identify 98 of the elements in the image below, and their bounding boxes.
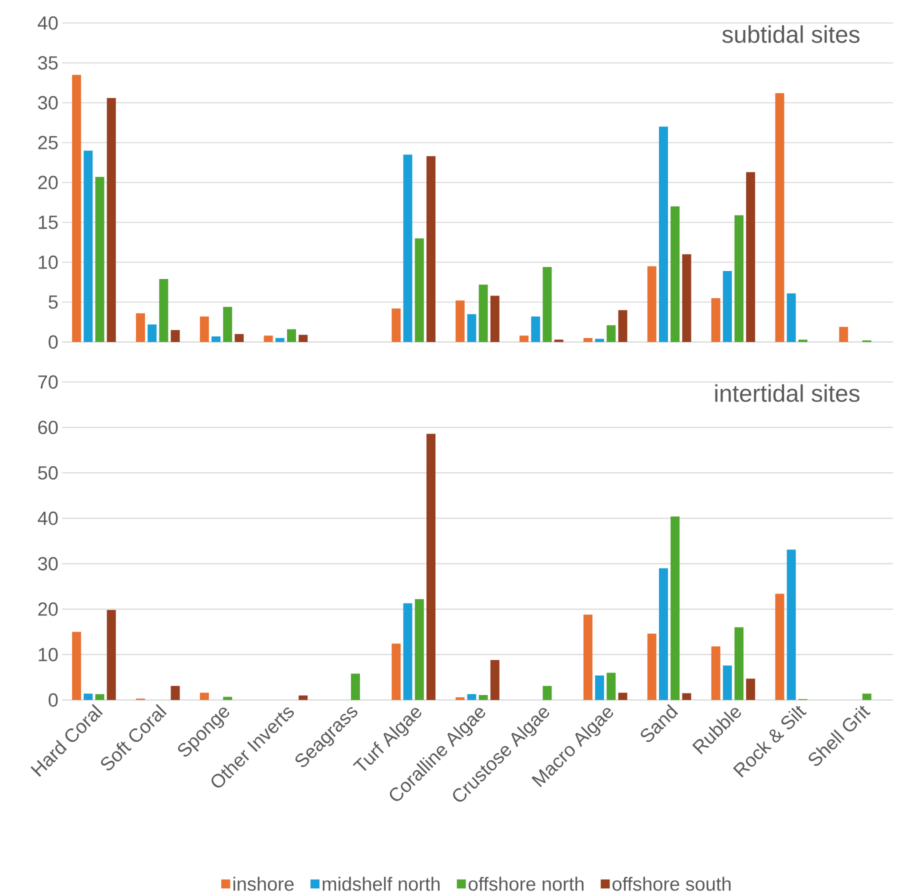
bar xyxy=(775,93,784,342)
bar xyxy=(467,314,476,342)
bar xyxy=(658,568,668,700)
bar xyxy=(746,172,756,342)
legend-label: inshore xyxy=(233,876,294,891)
bar xyxy=(350,674,360,700)
bar xyxy=(618,692,628,700)
y-tick-label: 5 xyxy=(48,295,58,309)
bar xyxy=(618,310,628,342)
bar xyxy=(403,154,412,342)
bar xyxy=(478,284,488,342)
bar xyxy=(414,599,424,700)
bar xyxy=(426,434,436,700)
bar xyxy=(583,338,592,342)
bar xyxy=(467,694,476,700)
bar xyxy=(392,644,401,700)
bar xyxy=(170,330,180,342)
y-tick-label: 40 xyxy=(38,512,58,526)
bar xyxy=(786,550,796,700)
bar xyxy=(711,646,720,700)
bar xyxy=(298,695,308,700)
bar xyxy=(734,627,744,700)
bar xyxy=(212,336,221,342)
y-tick-label: 10 xyxy=(38,648,58,662)
bar xyxy=(456,300,465,342)
chart-title: subtidal sites xyxy=(722,25,860,43)
bar xyxy=(84,150,93,342)
bar xyxy=(839,326,848,342)
bar xyxy=(136,313,145,342)
bar xyxy=(746,678,756,700)
chart-title: intertidal sites xyxy=(715,384,860,402)
bar xyxy=(159,278,168,342)
legend-label: offshore north xyxy=(468,876,584,891)
bar xyxy=(647,266,656,342)
bar xyxy=(298,334,308,342)
y-tick-label: 35 xyxy=(38,56,58,70)
bar xyxy=(490,296,500,342)
bar xyxy=(223,696,232,700)
y-tick-label: 30 xyxy=(38,96,58,110)
bar xyxy=(264,336,273,342)
bar xyxy=(722,665,732,700)
bar xyxy=(670,206,680,342)
bar xyxy=(403,603,412,700)
bar xyxy=(734,215,744,342)
bar xyxy=(223,306,232,342)
bar xyxy=(426,156,436,342)
y-tick-label: 10 xyxy=(38,256,58,269)
bar xyxy=(72,632,82,700)
bar xyxy=(490,660,500,700)
bar xyxy=(786,293,796,342)
bar xyxy=(392,308,401,342)
bar xyxy=(287,329,296,342)
legend-label: offshore south xyxy=(612,876,731,891)
bar xyxy=(670,516,680,700)
y-tick-label: 0 xyxy=(48,335,58,349)
bar xyxy=(647,634,656,700)
bar xyxy=(106,98,116,342)
bar xyxy=(106,610,116,700)
y-tick-label: 20 xyxy=(38,176,58,190)
bar xyxy=(682,693,692,700)
bar xyxy=(658,126,668,342)
bar xyxy=(711,298,720,342)
bar xyxy=(72,74,82,342)
bar xyxy=(595,338,604,342)
y-tick-label: 60 xyxy=(38,420,58,434)
bar xyxy=(531,316,540,342)
bar xyxy=(170,686,180,700)
y-tick-label: 20 xyxy=(38,602,58,616)
bar xyxy=(414,238,424,342)
bar xyxy=(200,692,209,700)
bar xyxy=(775,594,784,700)
bar xyxy=(275,338,284,342)
y-tick-label: 50 xyxy=(38,466,58,480)
bar xyxy=(583,614,592,700)
bar xyxy=(520,336,529,342)
bar xyxy=(456,697,465,700)
bar xyxy=(478,695,488,700)
y-tick-label: 70 xyxy=(38,375,58,389)
y-tick-label: 30 xyxy=(38,556,58,570)
bar xyxy=(95,694,104,700)
bar xyxy=(200,316,209,342)
bar xyxy=(148,324,157,342)
bar xyxy=(95,176,104,342)
bar xyxy=(542,686,552,700)
bar xyxy=(606,325,616,342)
bar xyxy=(862,694,872,700)
bar xyxy=(722,271,732,342)
bar xyxy=(542,267,552,342)
bar xyxy=(682,254,692,342)
bar xyxy=(606,672,616,700)
y-tick-label: 15 xyxy=(38,216,58,229)
y-tick-label: 25 xyxy=(38,136,58,150)
bar xyxy=(234,334,244,342)
bar xyxy=(595,675,604,700)
y-tick-label: 0 xyxy=(48,693,58,707)
legend-label: midshelf north xyxy=(322,876,440,891)
bar xyxy=(84,694,93,700)
y-tick-label: 40 xyxy=(38,16,58,30)
